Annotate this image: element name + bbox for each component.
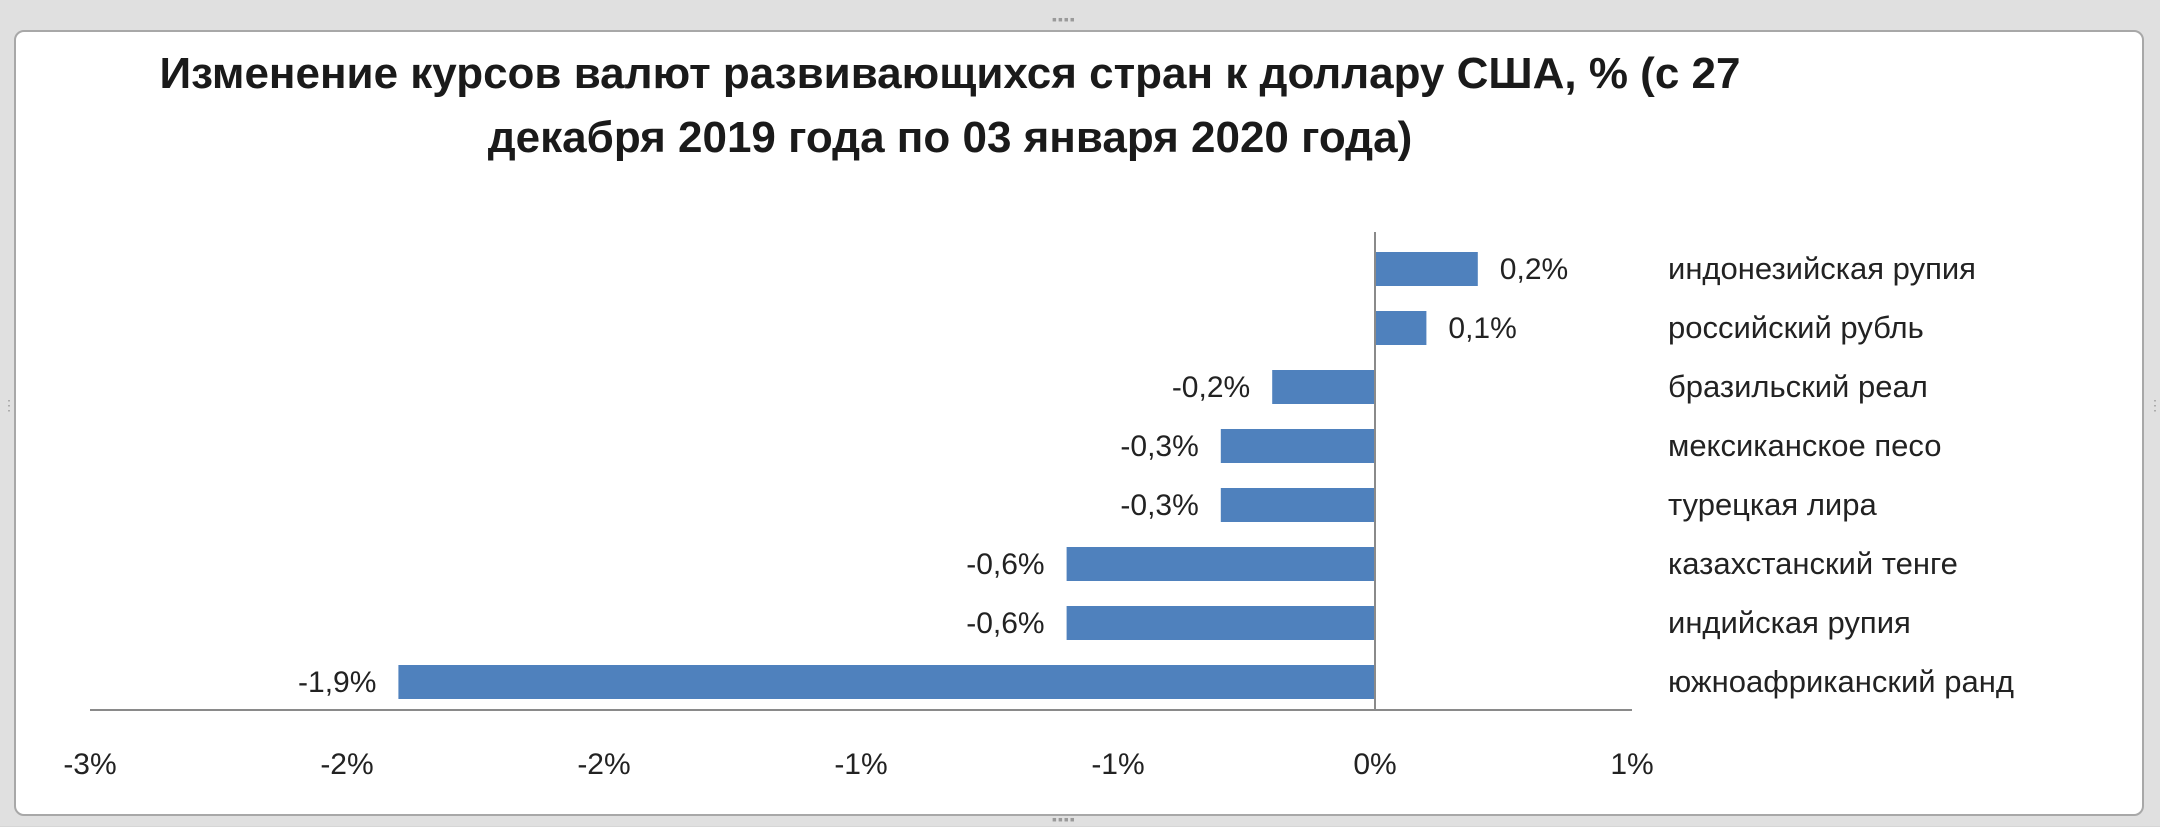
category-label-3: бразильский реал: [1668, 369, 1928, 404]
x-tick-label-7: 1%: [1610, 748, 1653, 781]
x-tick-label-1: -3%: [63, 748, 116, 781]
bars-group: [398, 252, 1478, 699]
data-label-5: -0,3%: [1120, 489, 1198, 522]
x-tick-label-5: -1%: [1091, 748, 1144, 781]
category-label-7: индийская рупия: [1668, 605, 1911, 640]
tick-labels-group: -3% -2% -2% -1% -1% 0% 1%: [63, 748, 1653, 781]
resize-handle-top[interactable]: ▪▪▪▪: [1052, 11, 1076, 27]
category-labels-group: индонезийская рупия российский рубль брази…: [1668, 251, 2014, 699]
chart-title-line-1: Изменение курсов валют развивающихся стр…: [159, 49, 1741, 98]
category-label-5: турецкая лира: [1668, 487, 1877, 522]
bar-1[interactable]: [1375, 252, 1478, 286]
category-label-4: мексиканское песо: [1668, 428, 1942, 463]
data-label-1: 0,2%: [1500, 253, 1568, 286]
chart-title: Изменение курсов валют развивающихся стр…: [0, 42, 1900, 170]
category-label-1: индонезийская рупия: [1668, 251, 1976, 286]
x-tick-label-2: -2%: [320, 748, 373, 781]
resize-handle-left[interactable]: ⋮: [2, 397, 17, 413]
category-label-8: южноафриканский ранд: [1668, 664, 2014, 699]
data-label-4: -0,3%: [1120, 430, 1198, 463]
bar-8[interactable]: [398, 665, 1375, 699]
data-label-3: -0,2%: [1172, 371, 1250, 404]
bar-3[interactable]: [1272, 370, 1375, 404]
x-tick-label-4: -1%: [834, 748, 887, 781]
axes-group: [90, 232, 1632, 711]
data-label-7: -0,6%: [966, 607, 1044, 640]
bar-labels-group: 0,2% 0,1% -0,2% -0,3% -0,3% -0,6% -0,6% -1,9%: [298, 253, 1568, 699]
data-label-6: -0,6%: [966, 548, 1044, 581]
category-label-6: казахстанский тенге: [1668, 546, 1958, 581]
data-label-2: 0,1%: [1448, 312, 1516, 345]
bar-7[interactable]: [1066, 606, 1375, 640]
bar-4[interactable]: [1220, 429, 1375, 463]
category-label-2: российский рубль: [1668, 310, 1924, 345]
bar-5[interactable]: [1220, 488, 1375, 522]
data-label-8: -1,9%: [298, 666, 376, 699]
bar-2[interactable]: [1375, 311, 1427, 345]
x-tick-label-3: -2%: [577, 748, 630, 781]
x-tick-label-6: 0%: [1353, 748, 1396, 781]
chart-title-line-2: декабря 2019 года по 03 января 2020 года…: [487, 113, 1413, 162]
bar-6[interactable]: [1066, 547, 1375, 581]
resize-handle-right[interactable]: ⋮: [2148, 397, 2160, 413]
